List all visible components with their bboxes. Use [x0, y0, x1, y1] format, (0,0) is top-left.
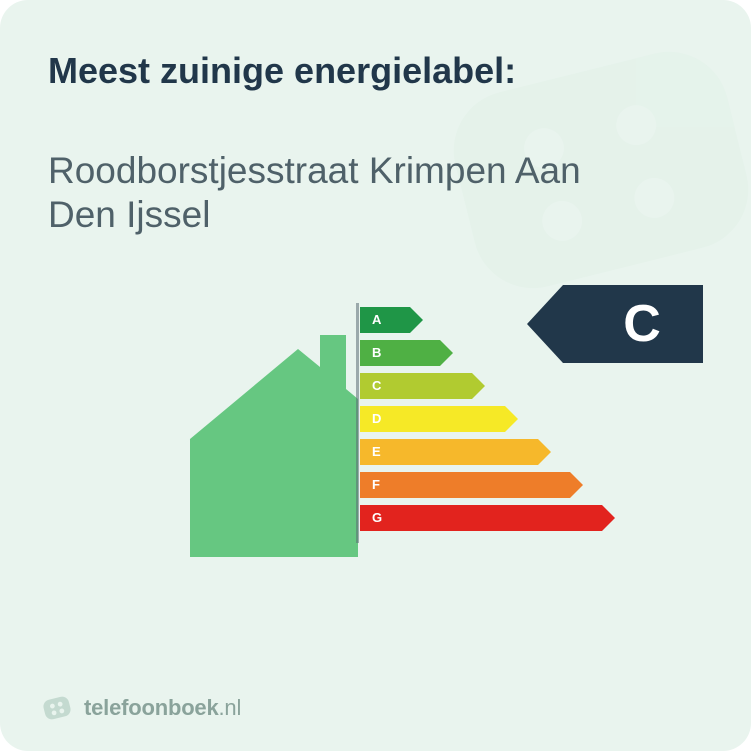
- bar-arrow-icon: [570, 472, 583, 498]
- energy-bar: A: [360, 307, 410, 333]
- energy-bar-label: A: [372, 312, 381, 327]
- bar-arrow-icon: [538, 439, 551, 465]
- card-subtitle: Roodborstjesstraat Krimpen Aan Den Ijsse…: [48, 149, 648, 236]
- footer-brand-name: telefoonboek: [84, 695, 219, 720]
- footer-logo-icon: [40, 691, 74, 725]
- house-icon: [178, 317, 358, 557]
- footer-brand-tld: .nl: [219, 695, 242, 720]
- energy-bar: D: [360, 406, 505, 432]
- energy-bar-label: D: [372, 411, 381, 426]
- footer-brand: telefoonboek.nl: [84, 695, 241, 721]
- bar-arrow-icon: [505, 406, 518, 432]
- energy-bar: E: [360, 439, 538, 465]
- energy-bar: F: [360, 472, 570, 498]
- footer: telefoonboek.nl: [40, 691, 241, 725]
- bar-arrow-icon: [472, 373, 485, 399]
- bar-arrow-icon: [602, 505, 615, 531]
- energy-bar-label: C: [372, 378, 381, 393]
- bar-arrow-icon: [410, 307, 423, 333]
- energy-bar: B: [360, 340, 440, 366]
- card-title: Meest zuinige energielabel:: [48, 50, 703, 91]
- energy-bar: C: [360, 373, 472, 399]
- energy-chart: C A B C D E F G: [48, 277, 703, 721]
- energy-bars-chart: A B C D E F G: [178, 297, 598, 557]
- chart-divider: [356, 303, 359, 543]
- energy-bar-label: E: [372, 444, 381, 459]
- energy-bar-label: B: [372, 345, 381, 360]
- energy-bar-label: F: [372, 477, 380, 492]
- bar-arrow-icon: [440, 340, 453, 366]
- energy-bar-label: G: [372, 510, 382, 525]
- energy-bar: G: [360, 505, 602, 531]
- energy-label-card: Meest zuinige energielabel: Roodborstjes…: [0, 0, 751, 751]
